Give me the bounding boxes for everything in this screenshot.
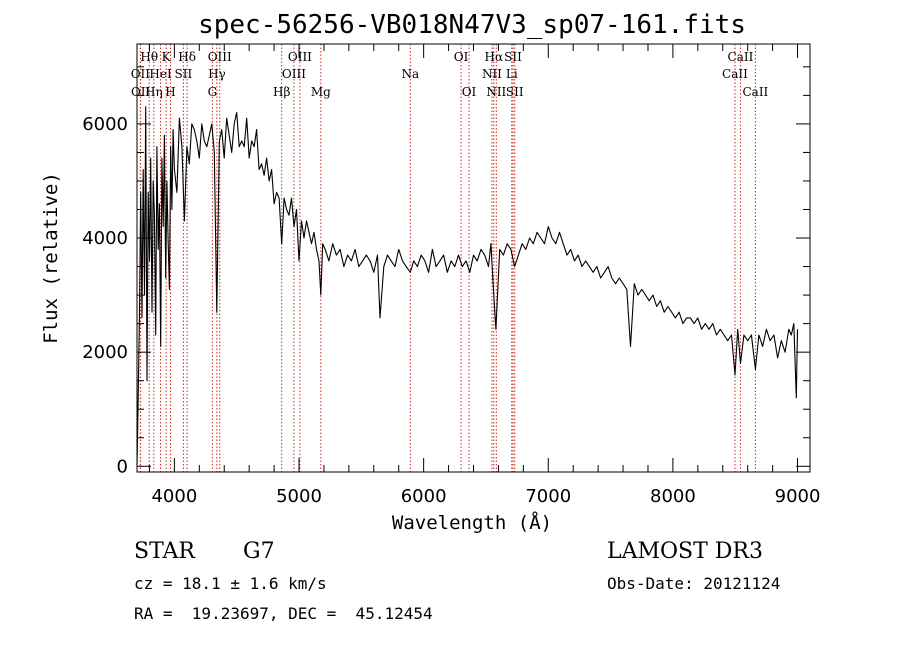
spectral-line-label: OII [131,67,151,81]
spectral-line-label: CaII [728,50,754,64]
x-axis-label: Wavelength (Å) [392,511,552,534]
spectral-line-label: Li [506,67,518,81]
spectral-line-label: HeI [149,67,172,81]
survey-name: LAMOST DR3 [607,539,763,564]
y-tick-label: 2000 [82,342,128,363]
x-tick-label: 9000 [775,486,821,507]
coordinates: RA = 19.23697, DEC = 45.12454 [134,604,433,623]
spectral-line-label: G [208,85,218,99]
spectral-line-label: NII [482,67,502,81]
y-tick-label: 6000 [82,114,128,135]
plot-frame [136,43,811,473]
axis-ticks [137,44,810,472]
spectral-line-label: CaII [722,67,748,81]
x-tick-label: 8000 [650,486,696,507]
spectral-line-label: OI [462,85,477,99]
spectral-line-label: SII [506,85,524,99]
spectral-line-label: Hθ [140,50,158,64]
spectral-line-label: OIII [288,50,312,64]
spectral-line-label: OI [454,50,469,64]
x-tick-label: 4000 [151,486,197,507]
obs-date: Obs-Date: 20121124 [607,574,781,593]
spectral-line-label: CaII [742,85,768,99]
spectral-line-label: OII [131,85,151,99]
spectral-line-label: Na [401,67,419,81]
spectral-line-label: Mg [311,85,331,99]
spectral-line-label: H [165,85,175,99]
subclass: G7 [243,539,275,564]
spectral-line-label: Hγ [208,67,226,81]
y-axis-label: Flux (relative) [40,172,62,344]
spectral-line-label: SII [504,50,522,64]
spectral-line-label: Hη [145,85,163,99]
spectral-line-markers [139,44,756,472]
chart-title: spec-56256-VB018N47V3_sp07-161.fits [198,10,746,40]
x-tick-label: 6000 [401,486,447,507]
x-tick-labels: 4000 5000 6000 7000 8000 9000 [151,486,820,507]
x-tick-label: 5000 [276,486,322,507]
spectral-line-label: K [162,50,172,64]
spectral-line-label: SII [175,67,193,81]
spectral-line-label: NII [486,85,506,99]
y-tick-label: 4000 [82,228,128,249]
y-tick-labels: 0 2000 4000 6000 [82,114,128,477]
redshift-value: cz = 18.1 ± 1.6 km/s [134,574,327,593]
spectral-line-label: OIII [282,67,306,81]
y-tick-label: 0 [117,456,128,477]
spectral-line-label: Hδ [178,50,196,64]
spectral-line-label: Hα [485,50,504,64]
spectrum-line [136,106,799,467]
spectral-line-label: OIII [208,50,232,64]
spectral-line-label: Hβ [273,85,290,99]
x-tick-label: 7000 [525,486,571,507]
object-type: STAR [134,539,195,564]
